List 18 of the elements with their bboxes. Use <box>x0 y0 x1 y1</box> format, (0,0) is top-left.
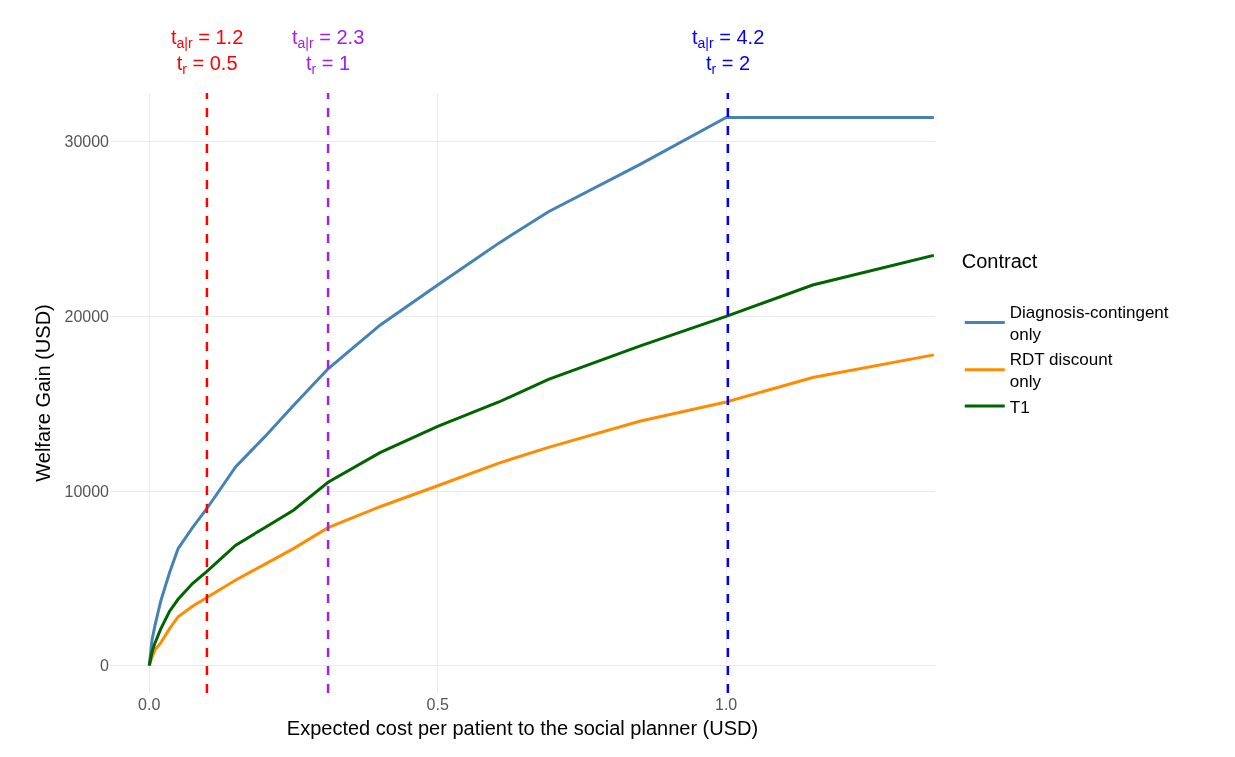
line-series <box>147 115 935 668</box>
legend-title: Contract <box>961 250 1038 272</box>
x-tick-label: 0.0 <box>138 696 161 713</box>
x-tick-label: 1.0 <box>715 696 738 713</box>
line-series <box>147 253 935 668</box>
y-tick-label: 20000 <box>64 308 110 326</box>
text: t$_{a|r}$ = 2.3 t$_{r}$ = 1 <box>292 26 365 78</box>
legend-label: RDT discount only <box>1009 350 1113 392</box>
text: t$_{a|r}$ = 4.2 t$_{r}$ = 2 <box>692 26 765 78</box>
y-tick-label: 0 <box>100 657 110 675</box>
y-tick-label: 10000 <box>64 482 110 500</box>
text: t$_{a|r}$ = 1.2 t$_{r}$ = 0.5 <box>171 26 244 78</box>
y-tick-label: 30000 <box>64 133 110 151</box>
x-tick-label: 0.5 <box>426 696 449 713</box>
y-axis-title: Welfare Gain (USD) <box>32 304 54 482</box>
legend-label: Diagnosis-contingent only <box>1009 303 1169 345</box>
x-axis-title: Expected cost per patient to the social planner (USD) <box>286 716 759 739</box>
legend-label: T1 <box>1009 397 1030 417</box>
